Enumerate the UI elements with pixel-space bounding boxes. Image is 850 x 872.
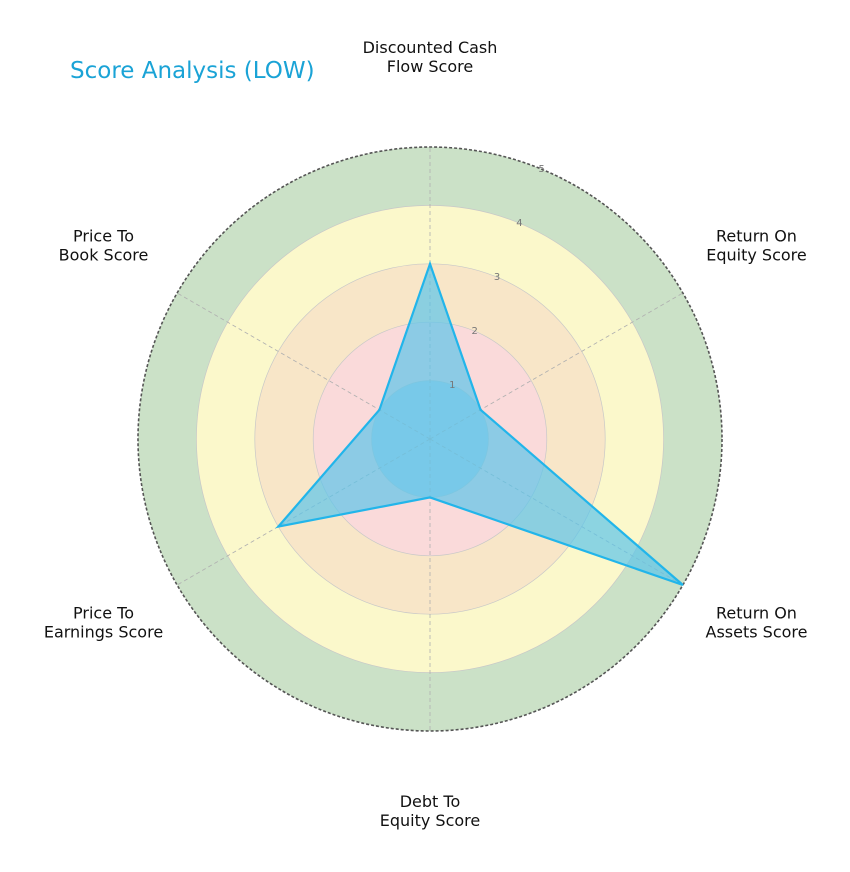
chart-title: Score Analysis (LOW): [70, 58, 315, 84]
series-polygon: [275, 260, 684, 587]
tick-label-5: 5: [539, 164, 545, 175]
axis-label-1: Return On Equity Score: [706, 227, 807, 265]
axis-label-line: Price To: [73, 604, 134, 623]
axis-label-line: Debt To: [400, 792, 461, 811]
axis-label-0: Discounted Cash Flow Score: [363, 38, 498, 76]
axis-label-5: Price To Book Score: [59, 227, 149, 265]
axis-label-line: Equity Score: [706, 246, 807, 265]
tick-label-3: 3: [494, 272, 500, 283]
axis-label-line: Return On: [716, 227, 797, 246]
tick-label-2: 2: [472, 326, 478, 337]
axis-label-line: Assets Score: [706, 623, 808, 642]
axis-label-3: Debt To Equity Score: [380, 792, 481, 830]
axis-label-line: Return On: [716, 604, 797, 623]
tick-label-4: 4: [516, 218, 522, 229]
axis-label-4: Price To Earnings Score: [44, 604, 163, 642]
axis-label-line: Equity Score: [380, 811, 481, 830]
axis-label-line: Flow Score: [387, 57, 473, 76]
axis-label-line: Price To: [73, 227, 134, 246]
tick-label-1: 1: [449, 380, 455, 391]
axis-label-line: Book Score: [59, 246, 149, 265]
outer-ring: [137, 146, 723, 732]
axis-label-line: Earnings Score: [44, 623, 163, 642]
axis-label-2: Return On Assets Score: [706, 604, 808, 642]
score-series: [275, 260, 684, 587]
radial-ticks: 1 2 3 4 5: [449, 164, 545, 391]
axis-label-line: Discounted Cash: [363, 38, 498, 57]
